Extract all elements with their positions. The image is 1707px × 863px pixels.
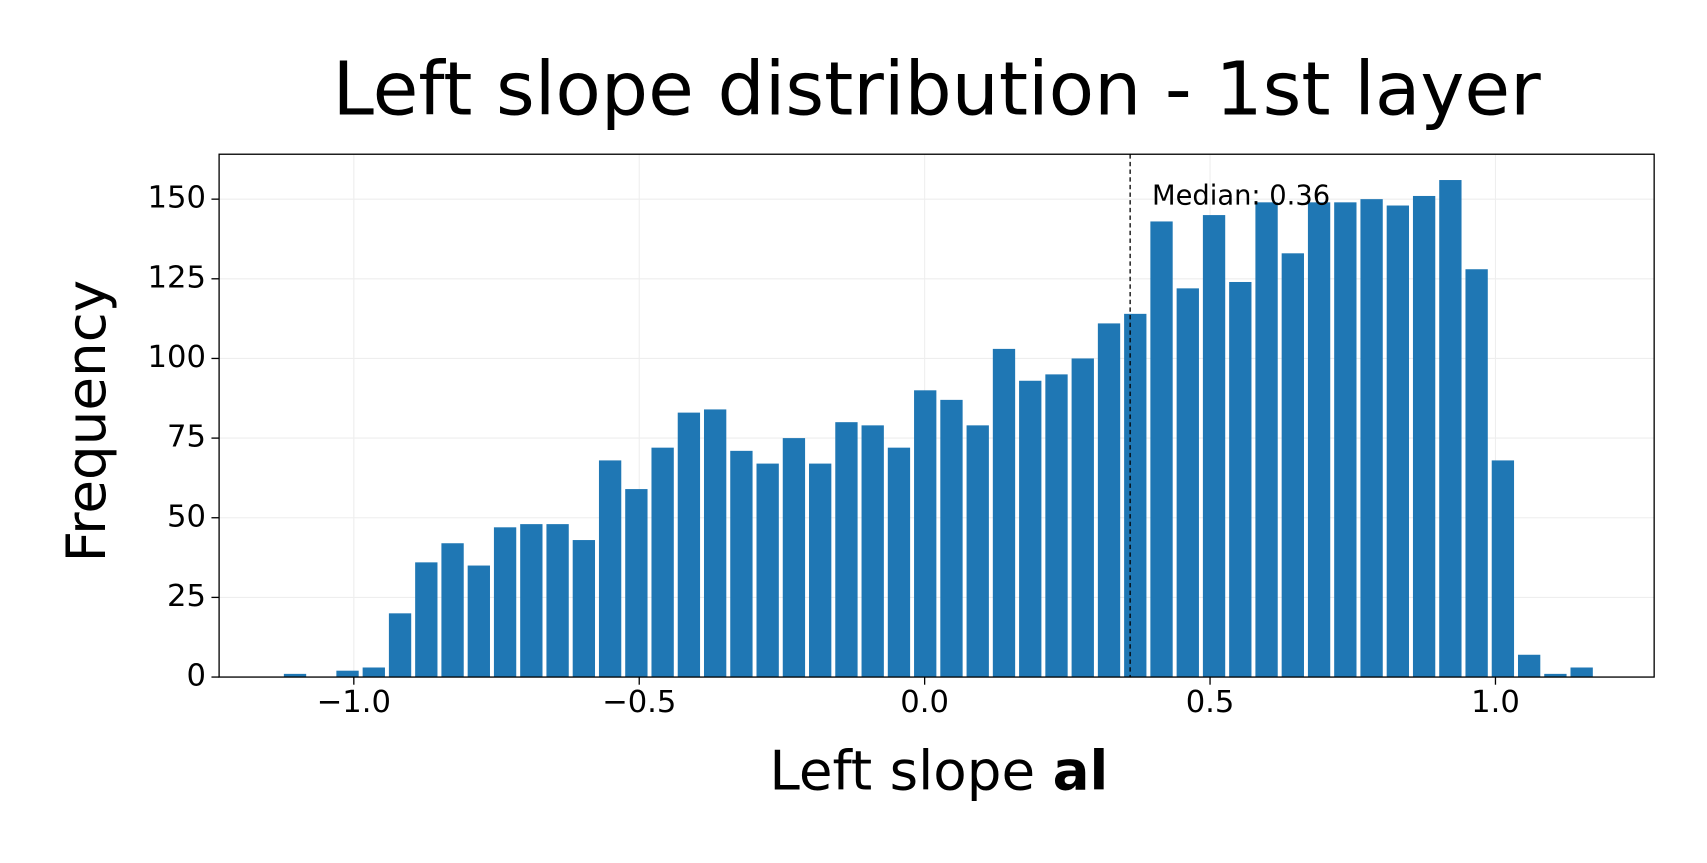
bar (1071, 358, 1094, 678)
bar (940, 399, 963, 678)
bar (809, 463, 832, 678)
bar (1150, 221, 1173, 678)
bar (1412, 195, 1436, 678)
bar (1255, 202, 1278, 678)
bar (1176, 288, 1199, 678)
y-axis-label: Frequency (54, 280, 118, 562)
bar (362, 667, 385, 678)
x-tick-label: −1.0 (317, 685, 391, 720)
plot-frame (218, 153, 1655, 678)
median-annotation: Median: 0.36 (1152, 180, 1330, 211)
bar (1307, 202, 1331, 678)
bar (415, 562, 438, 678)
bar (835, 422, 858, 678)
bar (336, 670, 359, 678)
bar (1124, 313, 1147, 678)
bar (388, 613, 412, 678)
bar (1202, 215, 1226, 678)
bar (493, 527, 517, 678)
bar (861, 425, 884, 678)
bar (1544, 673, 1567, 678)
y-tick-label: 25 (167, 579, 206, 614)
bar (572, 540, 596, 678)
x-axis-label-text: Left slope (769, 739, 1035, 803)
x-tick-label: 0.5 (1186, 685, 1235, 720)
bar (1517, 654, 1541, 678)
y-tick-label: 75 (167, 420, 206, 455)
x-tick-label: 1.0 (1471, 685, 1520, 720)
bar (1491, 460, 1515, 678)
bar (1019, 380, 1042, 678)
y-tick-label: 50 (167, 499, 206, 534)
bar (651, 447, 674, 678)
y-tick-label: 125 (148, 260, 206, 295)
bar (598, 460, 622, 678)
bar (1439, 180, 1462, 678)
bar (914, 390, 937, 678)
bar (467, 565, 490, 678)
bar (1229, 281, 1252, 678)
bar (756, 463, 779, 678)
x-tick-label: −0.5 (602, 685, 676, 720)
bar (1281, 253, 1304, 678)
x-tick-label: 0.0 (900, 685, 949, 720)
x-axis-label-bold: al (1053, 739, 1109, 803)
bar (1334, 202, 1357, 678)
bar (782, 438, 806, 678)
bar (1097, 323, 1121, 678)
bar (887, 447, 911, 678)
x-axis-label: Left slope al (769, 739, 1108, 803)
bar (1045, 374, 1068, 678)
bar (992, 348, 1016, 678)
y-tick-label: 150 (148, 181, 206, 216)
chart-title: Left slope distribution - 1st layer (332, 46, 1541, 133)
y-tick-label: 0 (186, 659, 205, 694)
bar (730, 450, 753, 678)
bar (1570, 667, 1593, 678)
bar (677, 412, 701, 678)
bar (966, 425, 989, 678)
bar (625, 489, 648, 678)
bar (546, 524, 569, 678)
bar (1360, 199, 1383, 678)
bar (703, 409, 727, 678)
bar (520, 524, 543, 678)
bar (283, 673, 307, 678)
bar (1465, 269, 1488, 678)
bar (1386, 205, 1410, 678)
bar (441, 543, 464, 678)
y-tick-label: 100 (148, 340, 206, 375)
